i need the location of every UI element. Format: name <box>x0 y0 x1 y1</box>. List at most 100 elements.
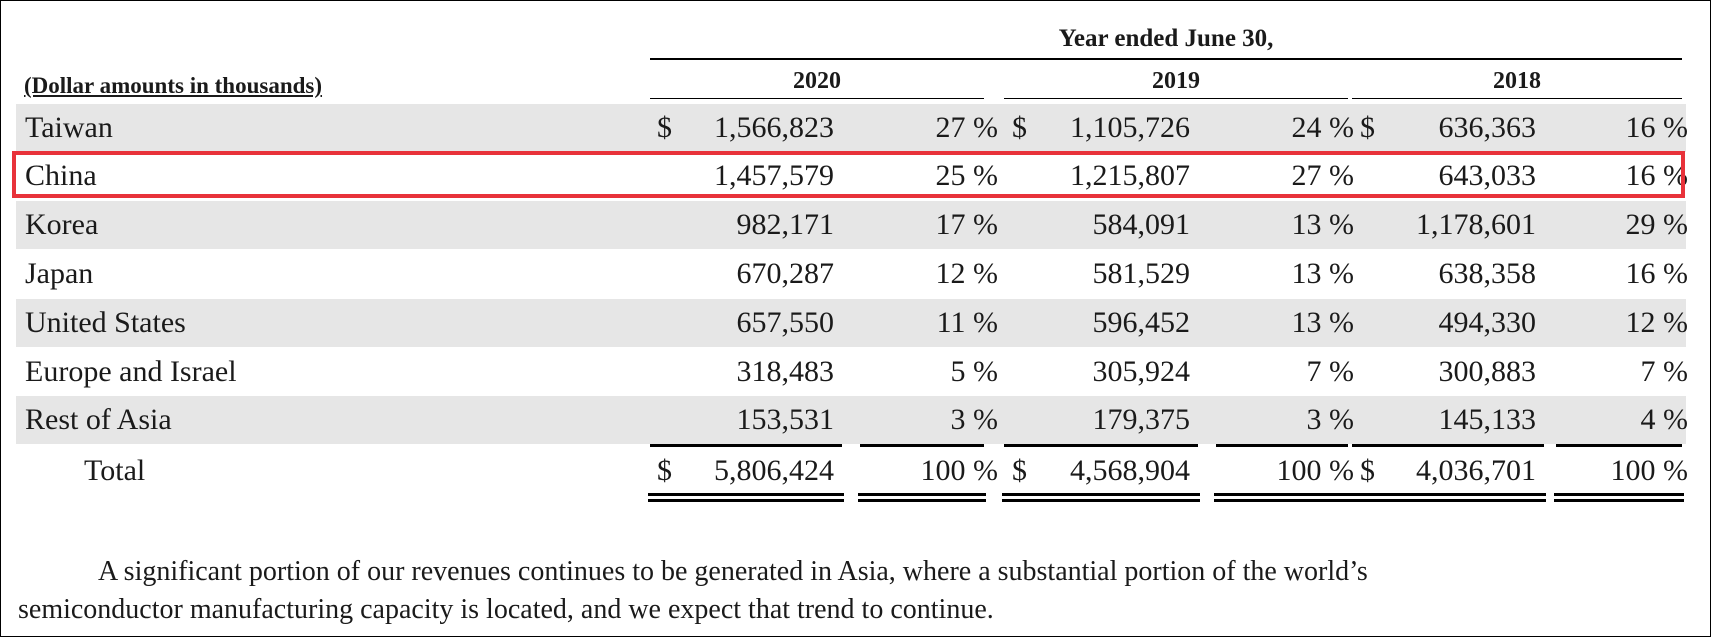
table-row-taiwan: Taiwan $ 1,566,823 27 % $ 1,105,726 24 %… <box>16 104 1689 152</box>
year-2019-header: 2019 <box>1152 68 1200 94</box>
total-label: Total <box>84 454 146 487</box>
percent-2018: 7 % <box>1640 355 1689 388</box>
paragraph-line-1: A significant portion of our revenues co… <box>98 556 1368 587</box>
table-row-korea: Korea 982,171 17 % 584,091 13 % 1,178,60… <box>16 201 1689 249</box>
value-2020: 657,550 <box>736 306 835 339</box>
row-label: Korea <box>25 208 99 241</box>
total-value-2019: 4,568,904 <box>1070 454 1190 487</box>
value-2020: 1,457,579 <box>714 159 834 192</box>
currency-symbol: $ <box>1360 111 1375 144</box>
currency-symbol: $ <box>657 454 672 487</box>
body-paragraph: A significant portion of our revenues co… <box>18 553 1678 629</box>
value-2019: 1,215,807 <box>1070 159 1190 192</box>
value-2018: 145,133 <box>1438 403 1537 436</box>
percent-2019: 13 % <box>1291 257 1355 290</box>
total-double-rule-2018-percent <box>1554 499 1684 502</box>
total-top-rule-2018-value <box>1352 444 1544 447</box>
year-2018-header: 2018 <box>1493 68 1541 94</box>
total-top-rule-2020-value <box>650 444 842 447</box>
total-double-rule-2018-value <box>1350 493 1546 496</box>
paragraph-line-2: semiconductor manufacturing capacity is … <box>18 594 994 625</box>
currency-symbol: $ <box>1012 111 1027 144</box>
percent-2020: 12 % <box>935 257 999 290</box>
total-percent-2018: 100 % <box>1610 454 1689 487</box>
percent-2020: 17 % <box>935 208 999 241</box>
percent-2018: 16 % <box>1625 111 1689 144</box>
percent-2020: 27 % <box>935 111 999 144</box>
value-2020: 670,287 <box>736 257 835 290</box>
header-rule <box>650 58 1682 60</box>
percent-2018: 4 % <box>1640 403 1689 436</box>
value-2018: 636,363 <box>1438 111 1537 144</box>
row-label: Europe and Israel <box>25 355 237 388</box>
table-row-united-states: United States 657,550 11 % 596,452 13 % … <box>16 299 1689 347</box>
percent-2019: 27 % <box>1291 159 1355 192</box>
total-double-rule-2018-percent <box>1554 493 1684 496</box>
total-double-rule-2020-percent <box>858 493 986 496</box>
table-row-china: China 1,457,579 25 % 1,215,807 27 % 643,… <box>16 152 1689 200</box>
row-label: Rest of Asia <box>25 403 172 436</box>
dollar-amounts-caption: (Dollar amounts in thousands) <box>24 73 323 98</box>
year-2020-header: 2020 <box>793 68 841 94</box>
percent-2018: 12 % <box>1625 306 1689 339</box>
total-double-rule-2020-percent <box>858 499 986 502</box>
percent-2019: 3 % <box>1306 403 1355 436</box>
value-2019: 305,924 <box>1092 355 1191 388</box>
year-2020-underline <box>650 98 984 99</box>
value-2020: 982,171 <box>736 208 835 241</box>
percent-2018: 16 % <box>1625 257 1689 290</box>
total-value-2018: 4,036,701 <box>1416 454 1536 487</box>
value-2020: 1,566,823 <box>714 111 834 144</box>
percent-2020: 25 % <box>935 159 999 192</box>
table-row-japan: Japan 670,287 12 % 581,529 13 % 638,358 … <box>16 250 1689 298</box>
total-double-rule-2018-value <box>1350 499 1546 502</box>
year-ended-header: Year ended June 30, <box>1058 25 1274 52</box>
value-2019: 179,375 <box>1092 403 1191 436</box>
total-top-rule-2019-value <box>1004 444 1198 447</box>
row-label: China <box>25 159 97 192</box>
value-2018: 300,883 <box>1438 355 1537 388</box>
value-2018: 494,330 <box>1438 306 1537 339</box>
percent-2019: 13 % <box>1291 208 1355 241</box>
table-row-rest-of-asia: Rest of Asia 153,531 3 % 179,375 3 % 145… <box>16 396 1689 444</box>
value-2019: 584,091 <box>1092 208 1191 241</box>
total-double-rule-2019-value <box>1002 493 1200 496</box>
value-2019: 581,529 <box>1092 257 1191 290</box>
currency-symbol: $ <box>1360 454 1375 487</box>
value-2020: 318,483 <box>736 355 835 388</box>
china-row-highlight <box>12 151 1685 198</box>
total-double-rule-2020-value <box>648 493 844 496</box>
value-2019: 1,105,726 <box>1070 111 1190 144</box>
total-top-rule-2020-percent <box>860 444 984 447</box>
percent-2019: 13 % <box>1291 306 1355 339</box>
total-percent-2019: 100 % <box>1276 454 1355 487</box>
value-2019: 596,452 <box>1092 306 1191 339</box>
row-label: United States <box>25 306 186 339</box>
percent-2018: 16 % <box>1625 159 1689 192</box>
total-double-rule-2019-percent <box>1214 499 1350 502</box>
value-2018: 638,358 <box>1438 257 1537 290</box>
value-2018: 643,033 <box>1438 159 1537 192</box>
total-top-rule-2018-percent <box>1556 444 1682 447</box>
year-2019-underline <box>1004 98 1348 99</box>
percent-2020: 5 % <box>950 355 999 388</box>
total-double-rule-2019-percent <box>1214 493 1350 496</box>
table-row-total: Total $ 5,806,424 100 % $ 4,568,904 100 … <box>16 447 1689 495</box>
percent-2020: 11 % <box>936 306 998 339</box>
total-top-rule-2019-percent <box>1216 444 1348 447</box>
total-percent-2020: 100 % <box>920 454 999 487</box>
total-double-rule-2020-value <box>648 499 844 502</box>
value-2018: 1,178,601 <box>1416 208 1536 241</box>
percent-2018: 29 % <box>1625 208 1689 241</box>
currency-symbol: $ <box>657 111 672 144</box>
total-value-2020: 5,806,424 <box>714 454 834 487</box>
year-2018-underline <box>1352 98 1682 99</box>
row-label: Japan <box>25 257 94 290</box>
row-label: Taiwan <box>25 111 113 144</box>
table-row-europe-israel: Europe and Israel 318,483 5 % 305,924 7 … <box>16 348 1689 396</box>
percent-2019: 24 % <box>1291 111 1355 144</box>
currency-symbol: $ <box>1012 454 1027 487</box>
percent-2020: 3 % <box>950 403 999 436</box>
total-double-rule-2019-value <box>1002 499 1200 502</box>
percent-2019: 7 % <box>1306 355 1355 388</box>
